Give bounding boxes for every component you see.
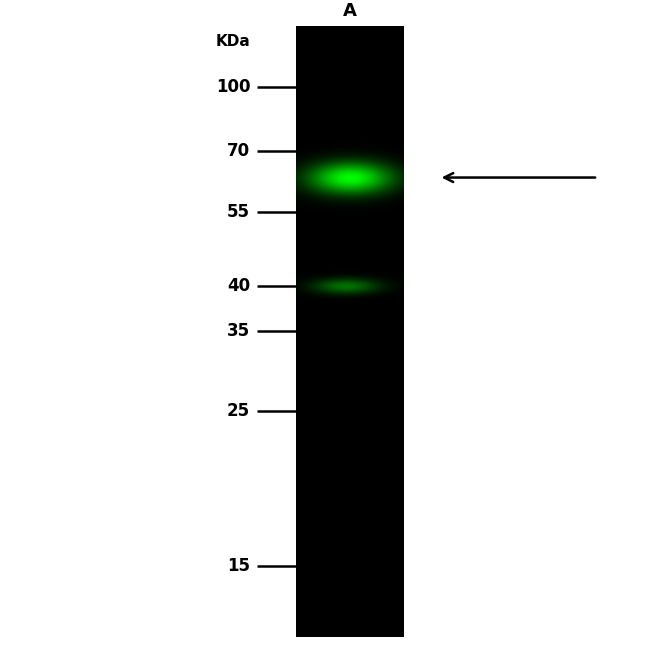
- Text: 25: 25: [227, 402, 250, 420]
- Text: 100: 100: [216, 78, 250, 96]
- Text: 15: 15: [227, 558, 250, 575]
- Text: 35: 35: [227, 323, 250, 340]
- Text: KDa: KDa: [216, 34, 250, 49]
- Text: A: A: [343, 2, 356, 20]
- Text: 70: 70: [227, 142, 250, 160]
- Bar: [296, 26, 403, 637]
- Text: 40: 40: [227, 277, 250, 295]
- Text: 55: 55: [227, 203, 250, 221]
